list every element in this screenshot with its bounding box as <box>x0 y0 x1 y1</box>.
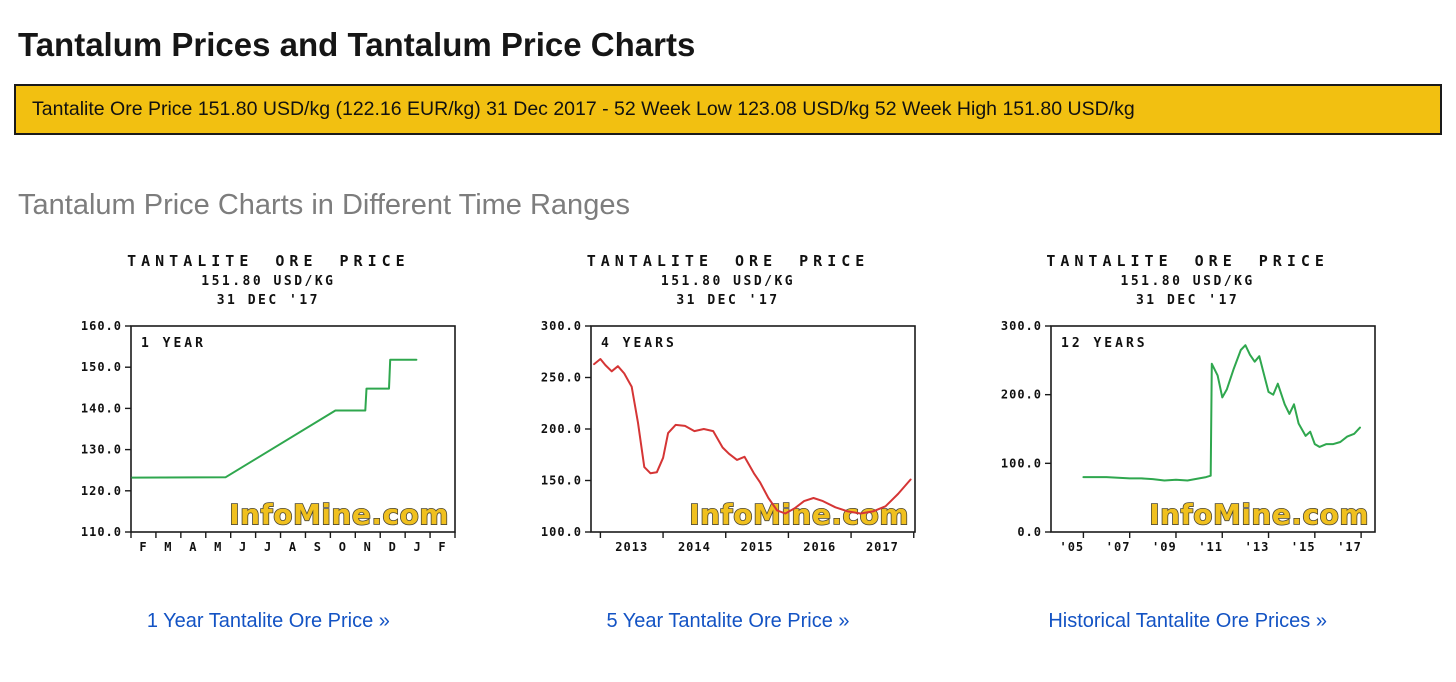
svg-text:300.0: 300.0 <box>1001 319 1042 333</box>
svg-text:'11: '11 <box>1198 540 1223 554</box>
chart-date-line: 31 DEC '17 <box>216 293 321 308</box>
price-banner: Tantalite Ore Price 151.80 USD/kg (122.1… <box>14 84 1442 135</box>
svg-text:D: D <box>389 540 397 554</box>
chart-card-4-years: TANTALITE ORE PRICE 151.80 USD/KG 31 DEC… <box>502 252 955 633</box>
tantalite-1-year-chart: 110.0 120.0 130.0 140.0 150.0 160.0 F M A M J J A S O N… <box>81 319 457 554</box>
svg-text:J: J <box>414 540 422 554</box>
chart-title: TANTALITE ORE PRICE <box>1046 252 1329 270</box>
svg-text:130.0: 130.0 <box>81 443 122 457</box>
svg-text:N: N <box>364 540 372 554</box>
svg-text:4 YEARS: 4 YEARS <box>601 336 677 351</box>
svg-text:J: J <box>264 540 272 554</box>
svg-text:'17: '17 <box>1337 540 1362 554</box>
chart-link-row: 1 Year Tantalite Ore Price » <box>147 610 390 633</box>
svg-text:'05: '05 <box>1059 540 1084 554</box>
svg-text:InfoMine.com: InfoMine.com <box>689 498 909 531</box>
tantalite-4-year-chart: 100.0 150.0 200.0 250.0 300.0 2013 2014 2015 201… <box>541 319 916 554</box>
chart-price-line: 151.80 USD/KG <box>201 274 336 289</box>
svg-text:2013: 2013 <box>615 540 648 554</box>
svg-text:InfoMine.com: InfoMine.com <box>230 498 450 531</box>
chart-head: TANTALITE ORE PRICE 151.80 USD/KG 31 DEC… <box>127 252 410 308</box>
svg-text:0.0: 0.0 <box>1017 525 1042 539</box>
chart-price-line: 151.80 USD/KG <box>1120 274 1255 289</box>
svg-text:2017: 2017 <box>866 540 899 554</box>
svg-text:'09: '09 <box>1152 540 1177 554</box>
svg-text:300.0: 300.0 <box>541 319 582 333</box>
svg-text:2015: 2015 <box>741 540 774 554</box>
svg-text:150.0: 150.0 <box>541 474 582 488</box>
svg-text:100.0: 100.0 <box>1001 456 1042 470</box>
svg-text:120.0: 120.0 <box>81 484 122 498</box>
svg-text:140.0: 140.0 <box>81 401 122 415</box>
svg-text:2016: 2016 <box>803 540 836 554</box>
svg-text:M: M <box>165 540 173 554</box>
chart-head: TANTALITE ORE PRICE 151.80 USD/KG 31 DEC… <box>587 252 870 308</box>
tantalite-12-year-chart: 0.0 100.0 200.0 300.0 '05 '07 '09 '11 '13 '15 '17 I… <box>1001 319 1376 554</box>
svg-text:100.0: 100.0 <box>541 525 582 539</box>
svg-text:200.0: 200.0 <box>541 422 582 436</box>
chart-card-12-years: TANTALITE ORE PRICE 151.80 USD/KG 31 DEC… <box>961 252 1414 633</box>
chart-date-line: 31 DEC '17 <box>1135 293 1240 308</box>
svg-text:160.0: 160.0 <box>81 319 122 333</box>
chart-card-1-year: TANTALITE ORE PRICE 151.80 USD/KG 31 DEC… <box>42 252 495 633</box>
page-container: Tantalum Prices and Tantalum Price Chart… <box>14 26 1442 633</box>
chart-link-row: 5 Year Tantalite Ore Price » <box>606 610 849 633</box>
svg-text:'07: '07 <box>1105 540 1130 554</box>
svg-text:150.0: 150.0 <box>81 360 122 374</box>
svg-text:F: F <box>439 540 447 554</box>
link-1-year-tantalite-price[interactable]: 1 Year Tantalite Ore Price » <box>146 610 390 632</box>
svg-text:1 YEAR: 1 YEAR <box>141 336 206 351</box>
svg-text:200.0: 200.0 <box>1001 388 1042 402</box>
svg-text:'15: '15 <box>1291 540 1316 554</box>
svg-text:F: F <box>140 540 148 554</box>
chart-title: TANTALITE ORE PRICE <box>586 252 870 270</box>
chart-date-line: 31 DEC '17 <box>676 293 780 308</box>
page-title: Tantalum Prices and Tantalum Price Chart… <box>18 26 696 63</box>
svg-text:A: A <box>289 540 297 554</box>
svg-text:110.0: 110.0 <box>81 525 122 539</box>
svg-text:S: S <box>314 540 322 554</box>
svg-text:InfoMine.com: InfoMine.com <box>1149 498 1369 531</box>
svg-text:O: O <box>339 540 347 554</box>
link-5-year-tantalite-price[interactable]: 5 Year Tantalite Ore Price » <box>606 610 850 632</box>
chart-link-row: Historical Tantalite Ore Prices » <box>1048 610 1327 633</box>
chart-price-line: 151.80 USD/KG <box>660 274 796 289</box>
chart-head: TANTALITE ORE PRICE 151.80 USD/KG 31 DEC… <box>1046 252 1329 308</box>
chart-title: TANTALITE ORE PRICE <box>127 252 410 270</box>
svg-text:12 YEARS: 12 YEARS <box>1061 336 1148 351</box>
link-historical-tantalite-prices[interactable]: Historical Tantalite Ore Prices » <box>1048 610 1327 632</box>
svg-text:250.0: 250.0 <box>541 371 582 385</box>
section-title: Tantalum Price Charts in Different Time … <box>18 189 630 221</box>
charts-row: TANTALITE ORE PRICE 151.80 USD/KG 31 DEC… <box>14 252 1442 633</box>
svg-text:2014: 2014 <box>678 540 711 554</box>
svg-text:A: A <box>190 540 198 554</box>
svg-text:M: M <box>214 540 222 554</box>
svg-text:'13: '13 <box>1244 540 1269 554</box>
svg-text:J: J <box>239 540 247 554</box>
